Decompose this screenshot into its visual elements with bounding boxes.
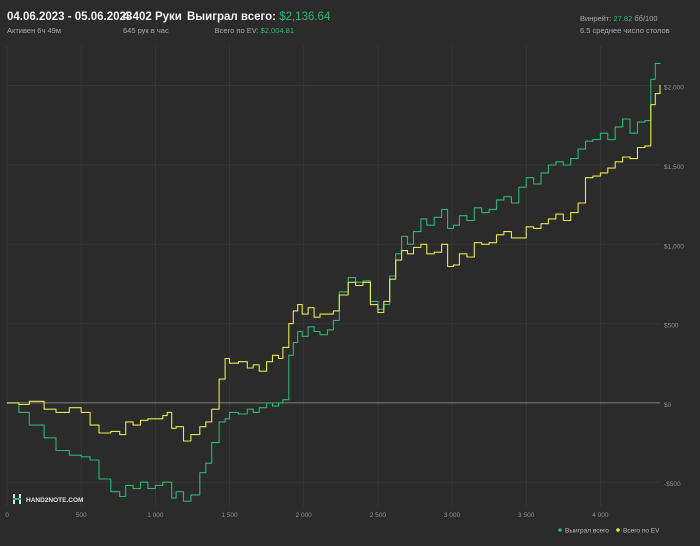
y-tick-label: $0 [664,402,672,409]
hand2note-logo-icon [13,494,21,504]
x-tick-label: 0 [5,512,9,519]
x-tick-label: 500 [76,512,87,519]
x-tick-label: 3 000 [444,512,461,519]
winrate-label: Винрейт: [580,14,612,23]
winrate-suffix: бб/100 [634,14,658,23]
x-tick-label: 4 000 [592,512,609,519]
x-axis-ticks: 0 500 1 000 1 500 2 000 2 500 3 000 3 500 4 000 [5,512,609,519]
y-tick-label: $1,500 [664,164,684,171]
hands-count: 4 402 Руки [123,11,182,23]
y-tick-label: $1,000 [664,243,684,250]
logo-text: HAND2NOTE.COM [26,497,83,504]
legend-label-won: Выиграл всего [565,528,609,535]
x-tick-label: 1 500 [221,512,238,519]
y-tick-label: $2,000 [664,85,684,92]
legend-label-ev: Всего по EV [623,528,660,535]
won-total: Выиграл всего: $2,136.64 [187,11,330,23]
ev-total: Всего по EV: $2,004.81 [215,26,294,35]
legend-dot-ev [616,528,620,532]
ev-label: Всего по EV: [214,26,259,35]
hands-per-hour: 645 рук в час [123,26,169,35]
active-time: Активен 6ч 49м [7,26,61,35]
won-value: $2,136.64 [279,11,331,23]
x-tick-label: 1 000 [147,512,164,519]
logo: HAND2NOTE.COM [13,494,83,504]
x-tick-label: 2 500 [370,512,387,519]
grid [6,46,660,506]
stats-header: 04.06.2023 - 05.06.2023 Активен 6ч 49м 4… [0,0,700,40]
ev-value: $2,004.81 [260,26,294,35]
winrate: Винрейт: 27.82 бб/100 [580,14,658,23]
won-line [7,62,661,502]
winrate-value: 27.82 [613,14,633,23]
legend-dot-won [558,528,562,532]
x-tick-label: 2 000 [296,512,313,519]
y-axis-ticks: -$500 $0 $500 $1,000 $1,500 $2,000 [664,85,684,489]
x-tick-label: 3 500 [518,512,535,519]
y-tick-label: $500 [664,323,679,330]
ev-line [7,84,661,442]
legend: Выиграл всего Всего по EV [558,528,660,535]
y-tick-label: -$500 [664,481,681,488]
date-range: 04.06.2023 - 05.06.2023 [7,11,133,23]
series-lines [7,62,661,502]
avg-tables: 6.5 среднее число столов [580,26,670,35]
won-label: Выиграл всего: [187,11,276,23]
